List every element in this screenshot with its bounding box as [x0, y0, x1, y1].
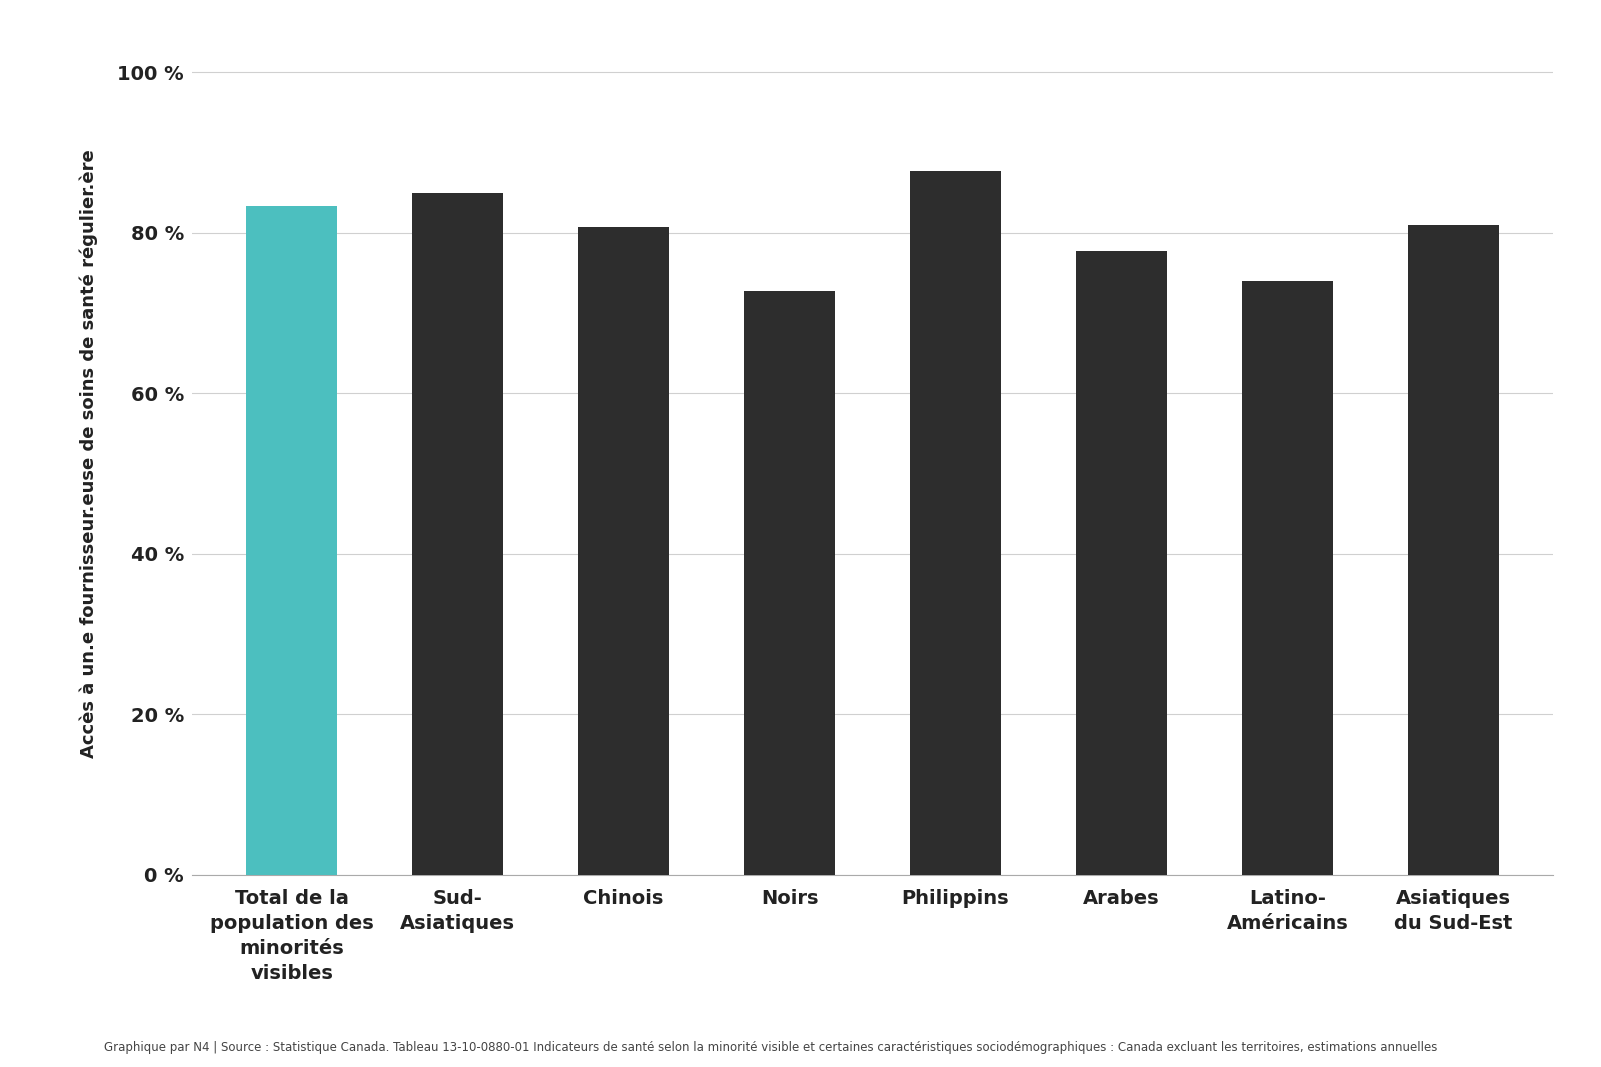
- Bar: [744, 291, 836, 875]
- Bar: [1076, 251, 1167, 875]
- Bar: [1407, 225, 1499, 875]
- Text: Graphique par N4 | Source : Statistique Canada. Tableau 13-10-0880-01 Indicateur: Graphique par N4 | Source : Statistique …: [104, 1041, 1438, 1054]
- Bar: [909, 171, 1001, 875]
- Bar: [578, 227, 669, 875]
- Bar: [247, 206, 338, 875]
- Y-axis label: Accès à un.e fournisseur.euse de soins de santé régulier.ère: Accès à un.e fournisseur.euse de soins d…: [78, 149, 98, 758]
- Bar: [411, 192, 503, 875]
- Bar: [1242, 281, 1334, 875]
